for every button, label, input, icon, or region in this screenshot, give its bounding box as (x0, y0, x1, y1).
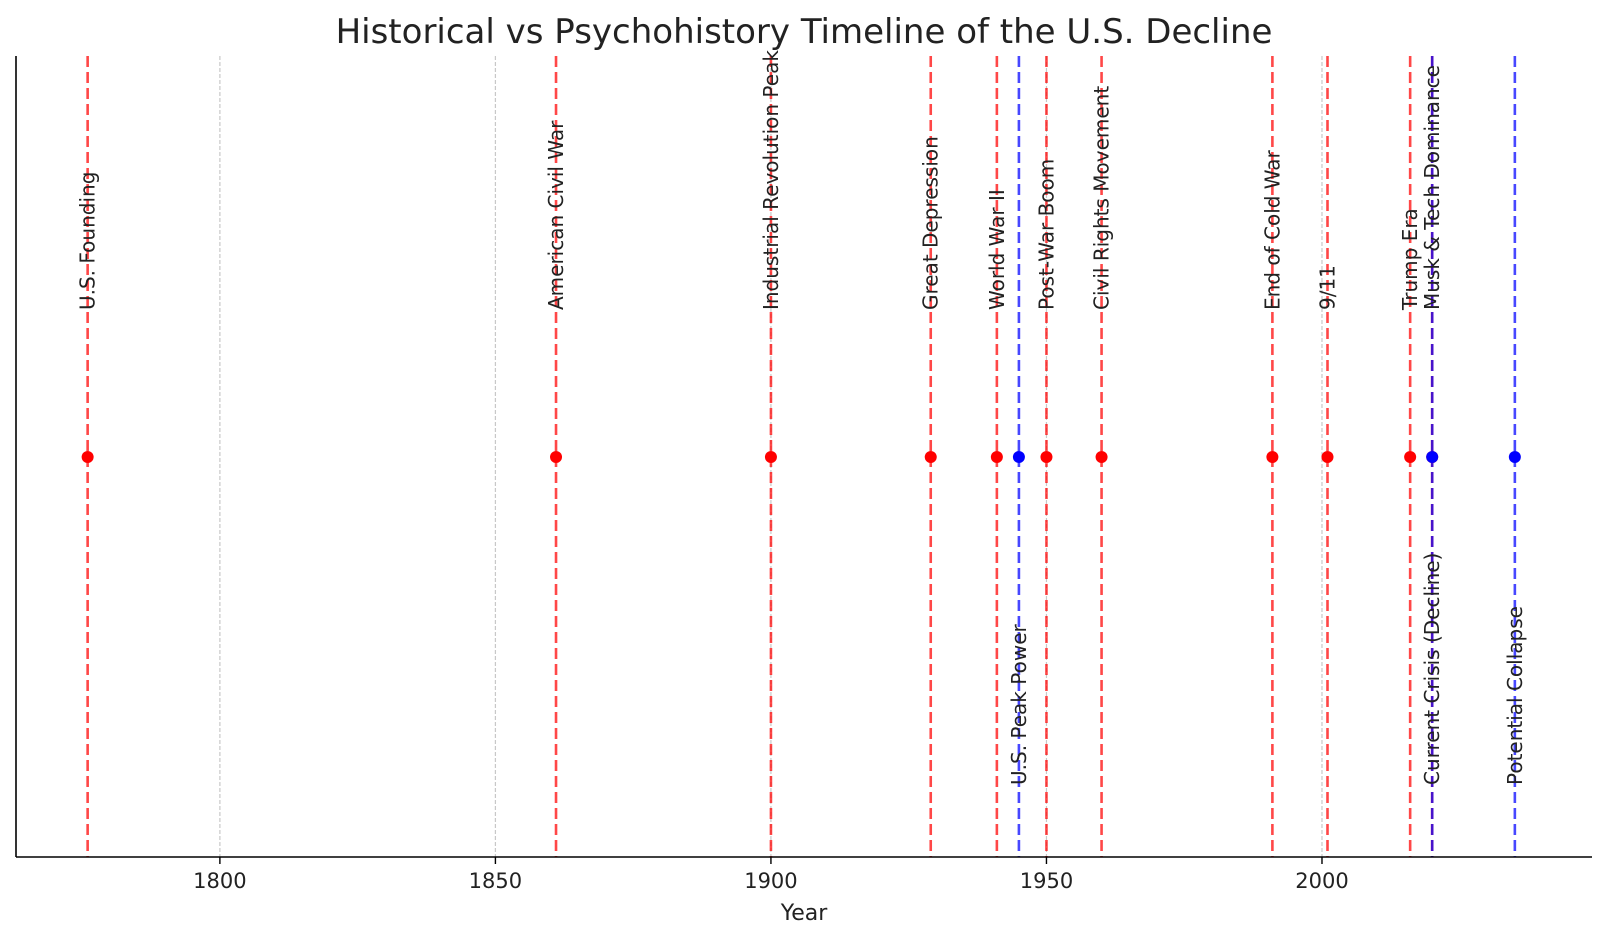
event-labels: U.S. Founding American Civil War Industria… (76, 50, 1527, 785)
event-point (1095, 451, 1108, 463)
axes (15, 56, 1592, 858)
event-point (1040, 451, 1053, 463)
event-point (1321, 451, 1334, 463)
x-tick-label: 1950 (1020, 869, 1073, 893)
event-label: Potential Collapse (1503, 606, 1527, 785)
event-label: U.S. Founding (76, 172, 100, 310)
event-point (81, 451, 94, 463)
event-point (550, 451, 563, 463)
x-tick-label: 1850 (469, 869, 522, 893)
event-label: Industrial Revolution Peak (759, 50, 783, 310)
event-label: World War II (985, 189, 1009, 310)
event-point (1012, 451, 1025, 463)
event-label: Current Crisis (Decline) (1420, 553, 1444, 785)
event-label: 9/11 (1315, 265, 1339, 310)
event-label: U.S. Peak Power (1007, 623, 1031, 785)
event-label: End of Cold War (1260, 149, 1284, 310)
event-point (990, 451, 1003, 463)
event-point (1426, 451, 1439, 463)
event-point (764, 451, 777, 463)
event-point (1508, 451, 1521, 463)
event-label: Civil Rights Movement (1090, 86, 1114, 310)
x-tick-label: 1900 (744, 869, 797, 893)
x-ticks: 1800 1850 1900 1950 2000 (193, 857, 1349, 893)
event-label: Musk & Tech Dominance (1420, 65, 1444, 310)
x-axis-label: Year (780, 901, 829, 926)
x-tick-label: 1800 (193, 869, 246, 893)
chart-title: Historical vs Psychohistory Timeline of … (336, 12, 1273, 52)
event-label: Great Depression (919, 136, 943, 310)
event-label: Post-War Boom (1034, 159, 1058, 310)
event-lines (86, 56, 1517, 857)
event-label: American Civil War (544, 120, 568, 310)
event-label: Trump Era (1398, 208, 1422, 311)
x-tick-label: 2000 (1295, 869, 1348, 893)
event-point (924, 451, 937, 463)
event-point (1404, 451, 1417, 463)
event-points (81, 451, 1521, 463)
event-point (1266, 451, 1279, 463)
